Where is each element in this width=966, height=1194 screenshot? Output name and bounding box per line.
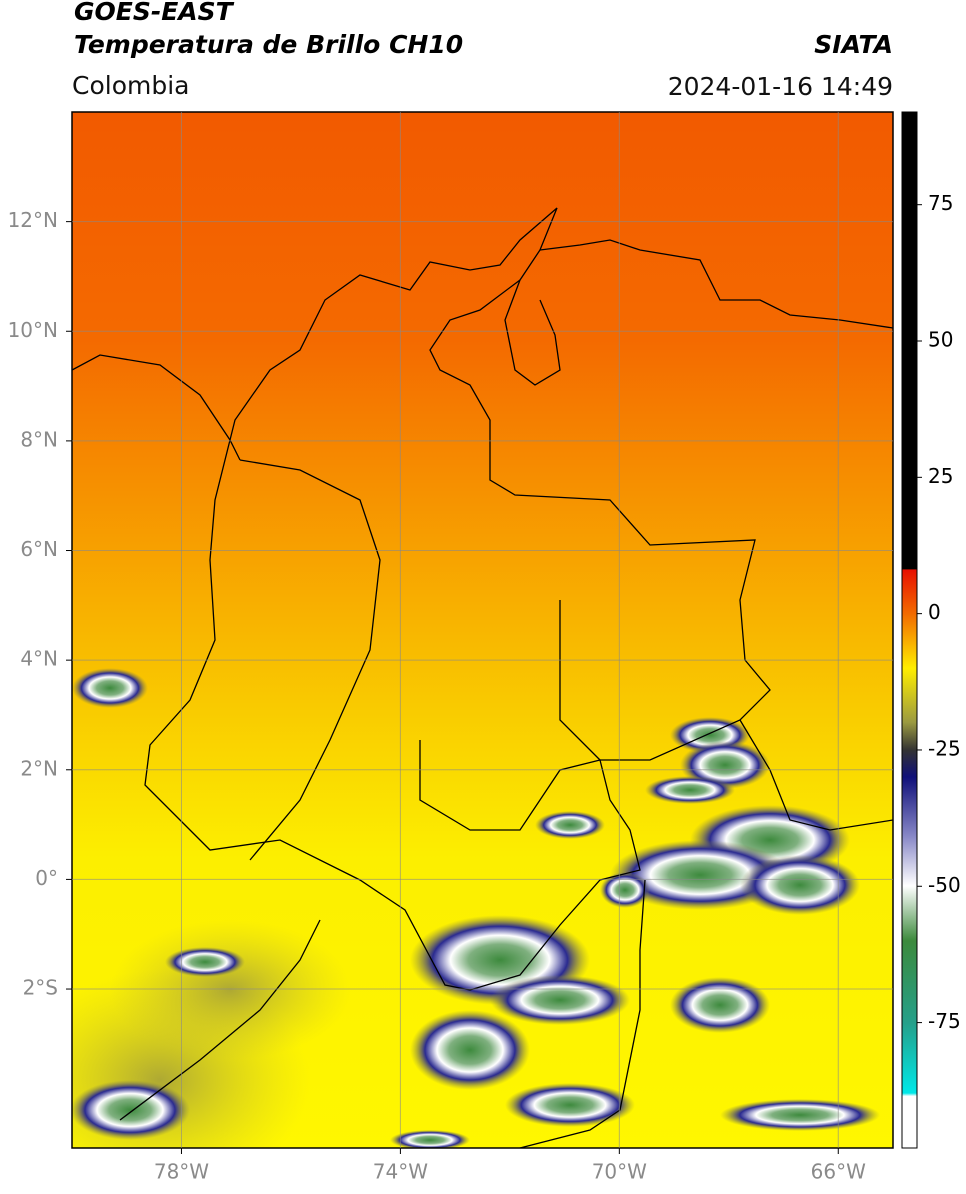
clouds bbox=[72, 668, 880, 1148]
haze bbox=[110, 920, 350, 1060]
lon-tick-label: 78°W bbox=[154, 1160, 209, 1184]
colorbar bbox=[901, 111, 918, 1149]
datetime: 2024-01-16 14:49 bbox=[668, 72, 893, 101]
satellite-title: GOES-EAST bbox=[74, 0, 235, 26]
colorbar-tick-label: 0 bbox=[928, 600, 941, 624]
colorbar-tick-label: 75 bbox=[928, 191, 953, 215]
lat-tick-label: 6°N bbox=[20, 537, 58, 561]
region: Colombia bbox=[72, 71, 189, 100]
lat-tick-label: 4°N bbox=[20, 647, 58, 671]
lat-tick-label: 10°N bbox=[8, 318, 58, 342]
map-image bbox=[72, 112, 893, 1148]
colorbar-tick-label: 25 bbox=[928, 464, 953, 488]
lon-tick-label: 74°W bbox=[373, 1160, 428, 1184]
colorbar-tick-label: -50 bbox=[928, 873, 961, 897]
lon-tick-label: 70°W bbox=[592, 1160, 647, 1184]
lon-tick-label: 66°W bbox=[811, 1160, 866, 1184]
colorbar-tick-label: 50 bbox=[928, 328, 953, 352]
boundaries bbox=[72, 207, 893, 1148]
lat-tick-label: 12°N bbox=[8, 208, 58, 232]
colorbar-tick-label: -25 bbox=[928, 736, 961, 760]
colorbar-tick-label: -75 bbox=[928, 1009, 961, 1033]
lat-tick-label: 8°N bbox=[20, 427, 58, 451]
lat-tick-label: 2°S bbox=[23, 976, 58, 1000]
product-title: Temperatura de Brillo CH10 bbox=[74, 30, 463, 59]
map-frame bbox=[71, 111, 894, 1149]
lat-tick-label: 0° bbox=[35, 866, 58, 890]
lat-tick-label: 2°N bbox=[20, 756, 58, 780]
agency: SIATA bbox=[814, 30, 893, 59]
